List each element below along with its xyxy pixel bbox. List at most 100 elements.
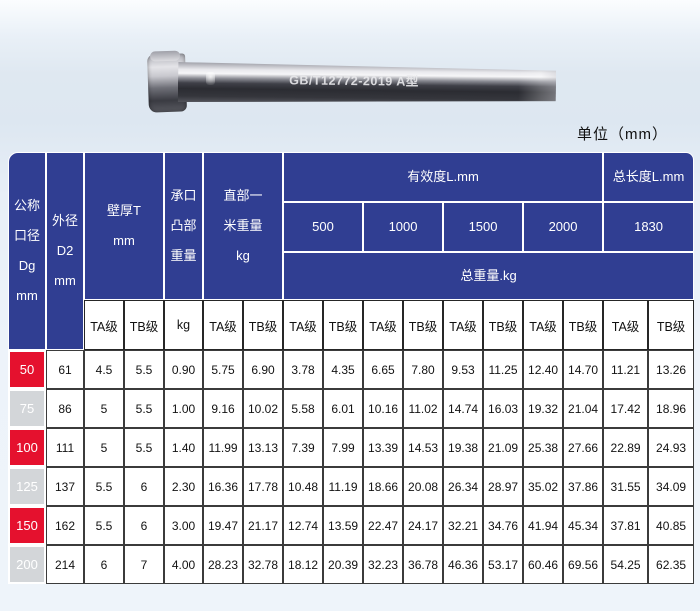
table-row: 125 137 5.5 6 2.30 16.36 17.78 10.48 11.19 18.66 2… <box>8 467 695 506</box>
table-row: 150 162 5.5 6 3.00 19.47 21.17 12.74 13.59 22.47 2… <box>8 506 695 545</box>
data-cell: 62.35 <box>648 545 695 584</box>
header-length-500: 500 <box>283 202 364 252</box>
data-cell: 12.40 <box>523 350 564 389</box>
data-cell: 22.89 <box>603 428 649 467</box>
data-cell: 34.09 <box>648 467 695 506</box>
data-cell: 32.78 <box>243 545 284 584</box>
row-dg-label: 75 <box>8 389 46 428</box>
data-cell: 7.80 <box>403 350 444 389</box>
data-cell: 31.55 <box>603 467 649 506</box>
data-cell: 5.5 <box>84 506 124 545</box>
data-cell: 28.23 <box>203 545 244 584</box>
header-length-2000: 2000 <box>523 202 604 252</box>
data-cell: 5.5 <box>124 428 165 467</box>
table-row: 100 111 5 5.5 1.40 11.99 13.13 7.39 7.99 13.39 14.… <box>8 428 695 467</box>
data-cell: 25.38 <box>523 428 564 467</box>
data-cell: 61 <box>46 350 84 389</box>
data-cell: 32.21 <box>443 506 484 545</box>
data-cell: 20.08 <box>403 467 444 506</box>
subheader-ta: TA级 <box>283 300 324 350</box>
data-cell: 1.00 <box>164 389 204 428</box>
data-cell: 6.90 <box>243 350 284 389</box>
data-cell: 19.47 <box>203 506 244 545</box>
data-cell: 11.99 <box>203 428 244 467</box>
header-straight-meter-weight: 直部一 米重量 kg <box>203 152 284 300</box>
data-cell: 54.25 <box>603 545 649 584</box>
subheader-tb: TB级 <box>648 300 695 350</box>
header-length-1830: 1830 <box>603 202 695 252</box>
data-cell: 13.39 <box>363 428 404 467</box>
data-cell: 20.39 <box>323 545 364 584</box>
data-cell: 2.30 <box>164 467 204 506</box>
data-cell: 27.66 <box>563 428 604 467</box>
data-cell: 18.66 <box>363 467 404 506</box>
data-cell: 11.19 <box>323 467 364 506</box>
data-cell: 13.59 <box>323 506 364 545</box>
data-cell: 21.17 <box>243 506 284 545</box>
spec-table: 公称 口径 Dg mm 外径 D2 mm 壁厚T mm 承口 凸部 重量 直部一… <box>8 152 695 584</box>
header-wall-thickness: 壁厚T mm <box>84 152 165 300</box>
data-cell: 14.70 <box>563 350 604 389</box>
data-cell: 3.00 <box>164 506 204 545</box>
table-header: 公称 口径 Dg mm 外径 D2 mm 壁厚T mm 承口 凸部 重量 直部一… <box>8 152 695 350</box>
subheader-ta: TA级 <box>443 300 484 350</box>
row-dg-label: 50 <box>8 350 46 389</box>
subheader-tb: TB级 <box>483 300 524 350</box>
subheader-ta: TA级 <box>363 300 404 350</box>
data-cell: 34.76 <box>483 506 524 545</box>
pipe-marking-text: GB/T12772-2019 A型 <box>289 73 419 89</box>
data-cell: 24.17 <box>403 506 444 545</box>
data-cell: 1.40 <box>164 428 204 467</box>
data-cell: 5.75 <box>203 350 244 389</box>
data-cell: 19.32 <box>523 389 564 428</box>
header-length-1500: 1500 <box>443 202 524 252</box>
subheader-kg: kg <box>164 300 204 350</box>
data-cell: 17.78 <box>243 467 284 506</box>
data-cell: 86 <box>46 389 84 428</box>
subheader-tb: TB级 <box>243 300 284 350</box>
data-cell: 28.97 <box>483 467 524 506</box>
data-cell: 36.78 <box>403 545 444 584</box>
data-cell: 3.78 <box>283 350 324 389</box>
table-row: 200 214 6 7 4.00 28.23 32.78 18.12 20.39 32.23 36.… <box>8 545 695 584</box>
data-cell: 6 <box>124 467 165 506</box>
data-cell: 9.16 <box>203 389 244 428</box>
data-cell: 37.86 <box>563 467 604 506</box>
data-cell: 7 <box>124 545 165 584</box>
subheader-ta: TA级 <box>203 300 244 350</box>
table-row: 50 61 4.5 5.5 0.90 5.75 6.90 3.78 4.35 6.65 7.80 9.… <box>8 350 695 389</box>
data-cell: 4.00 <box>164 545 204 584</box>
data-cell: 11.02 <box>403 389 444 428</box>
subheader-ta: TA级 <box>523 300 564 350</box>
data-cell: 69.56 <box>563 545 604 584</box>
header-length-1000: 1000 <box>363 202 444 252</box>
data-cell: 18.12 <box>283 545 324 584</box>
header-effective-length: 有效度L.mm <box>283 152 604 202</box>
data-cell: 11.25 <box>483 350 524 389</box>
data-cell: 35.02 <box>523 467 564 506</box>
data-cell: 6.01 <box>323 389 364 428</box>
data-cell: 13.13 <box>243 428 284 467</box>
data-cell: 5 <box>84 428 124 467</box>
row-dg-label: 125 <box>8 467 46 506</box>
data-cell: 60.46 <box>523 545 564 584</box>
header-total-weight: 总重量.kg <box>283 252 695 300</box>
subheader-tb: TB级 <box>323 300 364 350</box>
pipe-brand-mark <box>206 72 215 85</box>
data-cell: 24.93 <box>648 428 695 467</box>
unit-label: 单位（mm） <box>577 126 668 143</box>
data-cell: 11.21 <box>603 350 649 389</box>
data-cell: 37.81 <box>603 506 649 545</box>
data-cell: 13.26 <box>648 350 695 389</box>
row-dg-label: 150 <box>8 506 46 545</box>
header-total-length: 总长度L.mm <box>603 152 695 202</box>
data-cell: 12.74 <box>283 506 324 545</box>
data-cell: 4.35 <box>323 350 364 389</box>
data-cell: 4.5 <box>84 350 124 389</box>
row-dg-label: 200 <box>8 545 46 584</box>
data-cell: 46.36 <box>443 545 484 584</box>
header-nominal-diameter: 公称 口径 Dg mm <box>8 152 46 350</box>
data-cell: 16.36 <box>203 467 244 506</box>
subheader-ta: TA级 <box>84 300 124 350</box>
